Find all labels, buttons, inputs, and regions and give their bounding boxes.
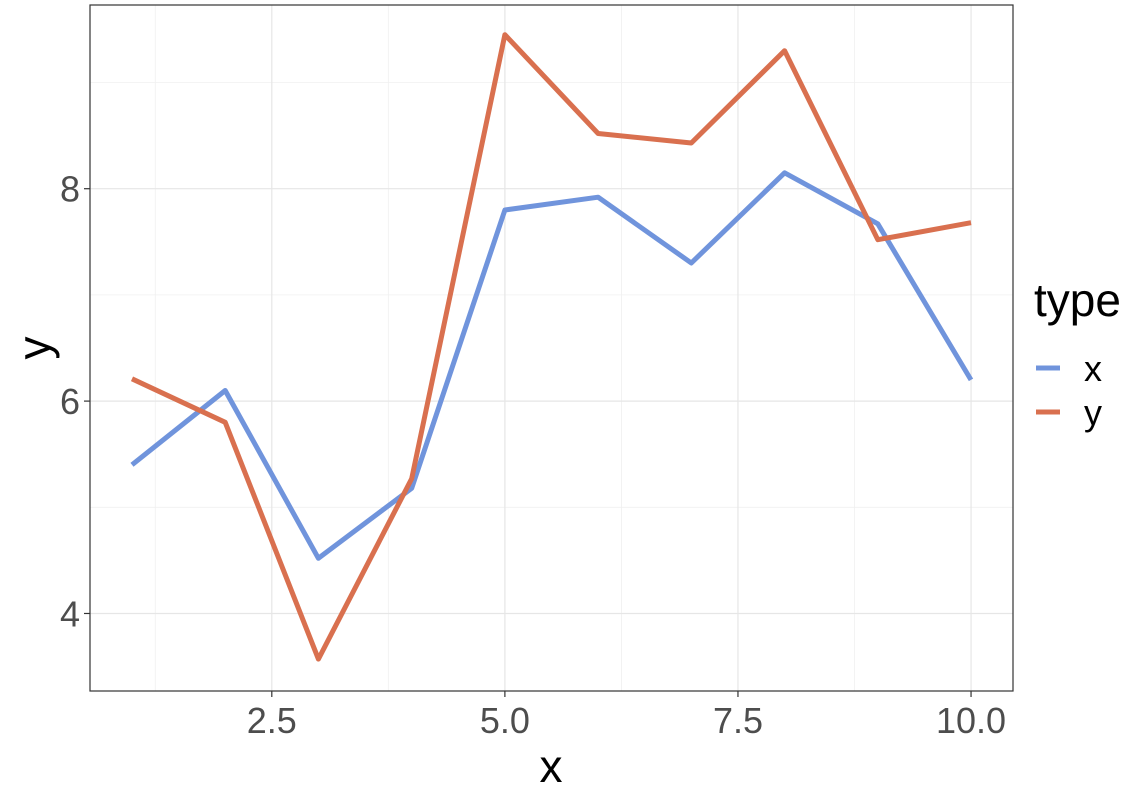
y-tick-label: 6 xyxy=(60,381,80,422)
grid xyxy=(90,5,1013,691)
legend-title: type xyxy=(1034,274,1121,326)
legend-items: xy xyxy=(1036,348,1102,433)
y-axis-title: y xyxy=(8,337,60,360)
series-lines xyxy=(130,32,974,662)
legend-label-y: y xyxy=(1084,392,1102,433)
y-tick-label: 4 xyxy=(60,593,80,634)
x-axis: 2.5 5.0 7.5 10.0 xyxy=(247,691,1006,741)
series-line-y xyxy=(130,32,972,662)
y-axis: 4 6 8 xyxy=(60,169,90,634)
y-tick-label: 8 xyxy=(60,169,80,210)
plot-panel-border xyxy=(89,4,1014,692)
x-tick-label: 5.0 xyxy=(480,700,530,741)
series-line-x xyxy=(130,170,974,561)
x-tick-label: 7.5 xyxy=(713,700,763,741)
legend: type xy xyxy=(1034,274,1121,433)
x-tick-label: 10.0 xyxy=(936,700,1006,741)
legend-label-x: x xyxy=(1084,348,1102,389)
x-axis-title: x xyxy=(540,740,563,792)
x-tick-label: 2.5 xyxy=(247,700,297,741)
